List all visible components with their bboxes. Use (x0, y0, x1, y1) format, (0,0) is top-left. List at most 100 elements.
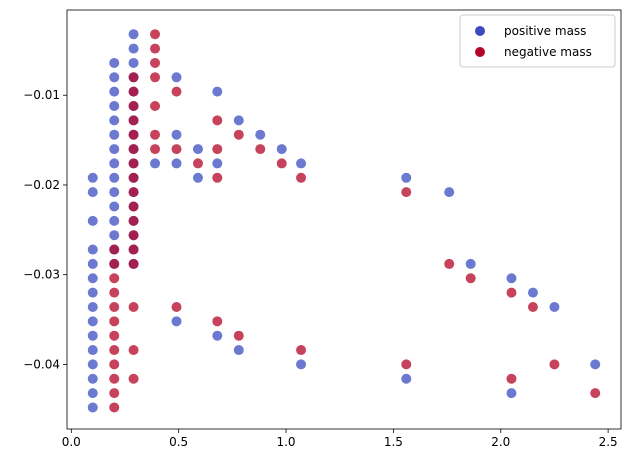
y-axis: −0.01 −0.02 −0.03 −0.04 (23, 88, 67, 371)
data-point (506, 373, 517, 384)
y-tick-label: −0.04 (23, 357, 60, 371)
data-point (171, 158, 182, 169)
data-point (128, 86, 139, 97)
data-point (87, 258, 98, 269)
data-point (212, 144, 223, 155)
legend: positive mass negative mass (459, 14, 616, 68)
data-point (296, 172, 307, 183)
data-point (276, 144, 287, 155)
data-point (128, 187, 139, 198)
data-point (109, 115, 120, 126)
data-point (549, 301, 560, 312)
data-point (171, 316, 182, 327)
data-point (171, 144, 182, 155)
data-point (465, 258, 476, 269)
data-point (87, 345, 98, 356)
data-point (87, 273, 98, 284)
data-point (128, 244, 139, 255)
data-point (128, 144, 139, 155)
data-point (128, 373, 139, 384)
data-point (401, 187, 412, 198)
data-point (109, 301, 120, 312)
data-point (128, 101, 139, 111)
x-tick-label: 2.5 (599, 435, 618, 449)
data-point (128, 301, 139, 312)
data-point (128, 72, 139, 83)
data-point (506, 273, 517, 284)
data-point (109, 57, 120, 68)
data-point (109, 273, 120, 284)
data-point (212, 330, 223, 341)
data-point (128, 158, 139, 169)
data-point (150, 43, 161, 54)
legend-marker (475, 26, 485, 36)
data-point (109, 316, 120, 327)
y-tick-label: −0.03 (23, 268, 60, 282)
x-tick-label: 1.0 (276, 435, 295, 449)
data-point (109, 330, 120, 341)
data-point (527, 301, 538, 312)
data-point (171, 301, 182, 312)
data-point (233, 129, 244, 140)
data-point (150, 57, 161, 68)
data-point (192, 172, 203, 183)
data-point (109, 287, 120, 298)
data-point (87, 215, 98, 226)
data-point (444, 187, 455, 198)
data-point (109, 158, 120, 169)
data-point (171, 129, 182, 140)
data-point (128, 129, 139, 140)
data-point (401, 373, 412, 384)
data-point (109, 244, 120, 255)
data-point (87, 402, 98, 413)
data-point (212, 86, 223, 97)
data-point (87, 301, 98, 312)
data-point (109, 345, 120, 356)
data-point (109, 359, 120, 370)
data-point (150, 101, 161, 111)
data-point (109, 86, 120, 97)
data-point (87, 187, 98, 198)
data-point (150, 129, 161, 140)
data-point (109, 388, 120, 399)
data-point (401, 172, 412, 183)
data-point (128, 43, 139, 54)
data-point (296, 345, 307, 356)
legend-marker (475, 47, 485, 57)
x-axis: 0.0 0.5 1.0 1.5 2.0 2.5 (62, 429, 618, 449)
data-point (128, 345, 139, 356)
data-point (212, 172, 223, 183)
data-point (128, 258, 139, 269)
x-tick-label: 2.0 (491, 435, 510, 449)
data-point (109, 402, 120, 413)
data-point (255, 129, 266, 140)
data-point (109, 144, 120, 155)
data-point (109, 258, 120, 269)
data-point (444, 258, 455, 269)
x-tick-label: 0.5 (169, 435, 188, 449)
data-point (255, 144, 266, 155)
data-point (128, 29, 139, 40)
data-point (233, 330, 244, 341)
data-point (109, 201, 120, 212)
data-point (233, 115, 244, 126)
data-point (87, 172, 98, 183)
data-point (192, 158, 203, 169)
data-point (212, 158, 223, 169)
data-point (87, 373, 98, 384)
data-point (128, 201, 139, 212)
data-point (212, 115, 223, 126)
data-point (109, 187, 120, 198)
data-point (401, 359, 412, 370)
data-point (150, 29, 161, 40)
data-point (527, 287, 538, 298)
data-point (590, 388, 601, 399)
legend-label: positive mass (504, 24, 586, 38)
data-point (87, 388, 98, 399)
data-point (128, 172, 139, 183)
data-point (128, 57, 139, 68)
series-negative-mass (109, 29, 601, 413)
data-point (150, 144, 161, 155)
x-tick-label: 0.0 (62, 435, 81, 449)
